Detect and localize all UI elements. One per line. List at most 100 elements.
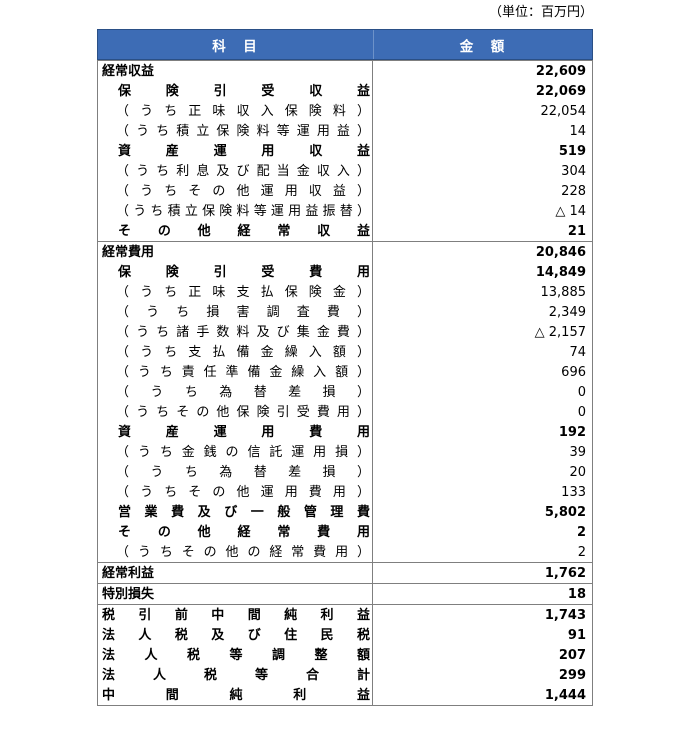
row-label: 法人税等合計 (102, 667, 370, 683)
table-row: 法人税等調整額 207 (98, 645, 592, 665)
row-amount: △ 2,157 (534, 324, 586, 340)
row-amount: 13,885 (540, 284, 587, 300)
row-label-cell: 中間純利益 (98, 685, 373, 705)
row-label-cell: （うちその他運用費用） (98, 482, 373, 502)
table-header-row: 科 目 金 額 (97, 29, 593, 60)
row-label-cell: 特別損失 (98, 584, 373, 604)
table-section-extraordinary-loss: 特別損失 18 (97, 584, 593, 605)
row-label: 経常利益 (102, 565, 155, 581)
table-row: （うち積立保険料等運用益振替） △ 14 (98, 201, 592, 221)
row-amount: 74 (569, 344, 586, 360)
row-label: （うち積立保険料等運用益） (116, 123, 370, 139)
row-amount: 1,762 (544, 565, 586, 581)
row-amount: 2 (576, 524, 586, 540)
row-amount: 20,846 (535, 244, 586, 260)
row-amount: 39 (569, 444, 586, 460)
row-amount: 133 (561, 484, 586, 500)
row-amount: 304 (561, 163, 586, 179)
row-label-cell: （うち正味収入保険料） (98, 101, 373, 121)
table-row: 保険引受収益 22,069 (98, 81, 592, 101)
table-section-ordinary-profit: 経常利益 1,762 (97, 563, 593, 584)
row-label: （うちその他保険引受費用） (116, 404, 370, 420)
table-row: （うち利息及び配当金収入） 304 (98, 161, 592, 181)
row-amount: 2 (577, 544, 586, 560)
row-label: 中間純利益 (102, 687, 370, 703)
row-label: 保険引受費用 (118, 264, 370, 280)
row-label-cell: 経常利益 (98, 563, 373, 583)
row-label-cell: 税引前中間純利益 (98, 605, 373, 625)
table-row: 特別損失 18 (98, 584, 592, 604)
row-label-cell: （うち積立保険料等運用益振替） (98, 201, 373, 221)
row-label-cell: （うちその他運用収益） (98, 181, 373, 201)
row-amount: 22,609 (535, 63, 586, 79)
row-amount: 91 (567, 627, 586, 643)
row-label-cell: 経常収益 (98, 61, 373, 81)
row-amount: 22,069 (535, 83, 586, 99)
row-label: その他経常収益 (118, 223, 370, 239)
table-row: 保険引受費用 14,849 (98, 262, 592, 282)
row-label-cell: その他経常収益 (98, 221, 373, 241)
table-row: （うち為替差損） 20 (98, 462, 592, 482)
table-row: （うち損害調査費） 2,349 (98, 302, 592, 322)
row-label: （うちその他運用収益） (116, 183, 370, 199)
row-label: 資産運用費用 (118, 424, 370, 440)
row-label: 経常収益 (102, 63, 155, 79)
column-header-amount: 金 額 (459, 38, 507, 55)
row-label-cell: （うちその他の経常費用） (98, 542, 373, 562)
row-label: 法人税等調整額 (102, 647, 370, 663)
column-header-item: 科 目 (98, 30, 374, 59)
table-row: （うちその他の経常費用） 2 (98, 542, 592, 562)
row-label: （うち諸手数料及び集金費） (116, 324, 370, 340)
table-body: 経常収益 22,609 保険引受収益 22,069 （うち正味収入保険料） 22,054 （… (97, 60, 593, 706)
table-row: 経常収益 22,609 (98, 61, 592, 81)
row-label: （うち責任準備金繰入額） (116, 364, 370, 380)
table-section-net-income: 税引前中間純利益 1,743 法人税及び住民税 91 法人税等調整額 207 法人税等合計 2… (97, 605, 593, 706)
table-row: 法人税及び住民税 91 (98, 625, 592, 645)
table-row: （うち為替差損） 0 (98, 382, 592, 402)
row-amount: 299 (558, 667, 586, 683)
row-amount: △ 14 (555, 203, 586, 219)
row-label: 資産運用収益 (118, 143, 370, 159)
row-amount: 192 (558, 424, 586, 440)
row-label-cell: 経常費用 (98, 242, 373, 262)
row-label: 保険引受収益 (118, 83, 370, 99)
row-amount: 696 (561, 364, 586, 380)
row-label: 特別損失 (102, 586, 155, 602)
table-row: （うち支払備金繰入額） 74 (98, 342, 592, 362)
table-row: 中間純利益 1,444 (98, 685, 592, 705)
row-label-cell: （うちその他保険引受費用） (98, 402, 373, 422)
row-amount: 1,743 (544, 607, 586, 623)
row-amount: 1,444 (544, 687, 586, 703)
table-row: その他経常費用 2 (98, 522, 592, 542)
row-label: （うち支払備金繰入額） (116, 344, 370, 360)
row-amount: 207 (558, 647, 586, 663)
row-label-cell: 営業費及び一般管理費 (98, 502, 373, 522)
row-label: （うち正味収入保険料） (116, 103, 370, 119)
table-row: 営業費及び一般管理費 5,802 (98, 502, 592, 522)
table-row: （うち正味支払保険金） 13,885 (98, 282, 592, 302)
row-amount: 20 (569, 464, 586, 480)
row-label: その他経常費用 (118, 524, 370, 540)
table-row: その他経常収益 21 (98, 221, 592, 241)
table-row: 経常利益 1,762 (98, 563, 592, 583)
row-label: （うち損害調査費） (116, 304, 370, 320)
row-amount: 22,054 (540, 103, 587, 119)
row-label-cell: 法人税等調整額 (98, 645, 373, 665)
row-label-cell: その他経常費用 (98, 522, 373, 542)
row-amount: 21 (567, 223, 586, 239)
row-label: （うち為替差損） (116, 464, 370, 480)
row-amount: 18 (567, 586, 586, 602)
row-label: （うち金銭の信託運用損） (116, 444, 370, 460)
table-row: （うちその他運用収益） 228 (98, 181, 592, 201)
row-label: 法人税及び住民税 (102, 627, 370, 643)
table-row: 経常費用 20,846 (98, 242, 592, 262)
row-amount: 519 (558, 143, 586, 159)
row-amount: 14 (569, 123, 586, 139)
table-row: 資産運用収益 519 (98, 141, 592, 161)
row-label: （うち利息及び配当金収入） (116, 163, 370, 179)
table-row: （うち金銭の信託運用損） 39 (98, 442, 592, 462)
row-label-cell: （うち利息及び配当金収入） (98, 161, 373, 181)
row-label-cell: 資産運用収益 (98, 141, 373, 161)
row-label: （うちその他の経常費用） (116, 544, 370, 560)
